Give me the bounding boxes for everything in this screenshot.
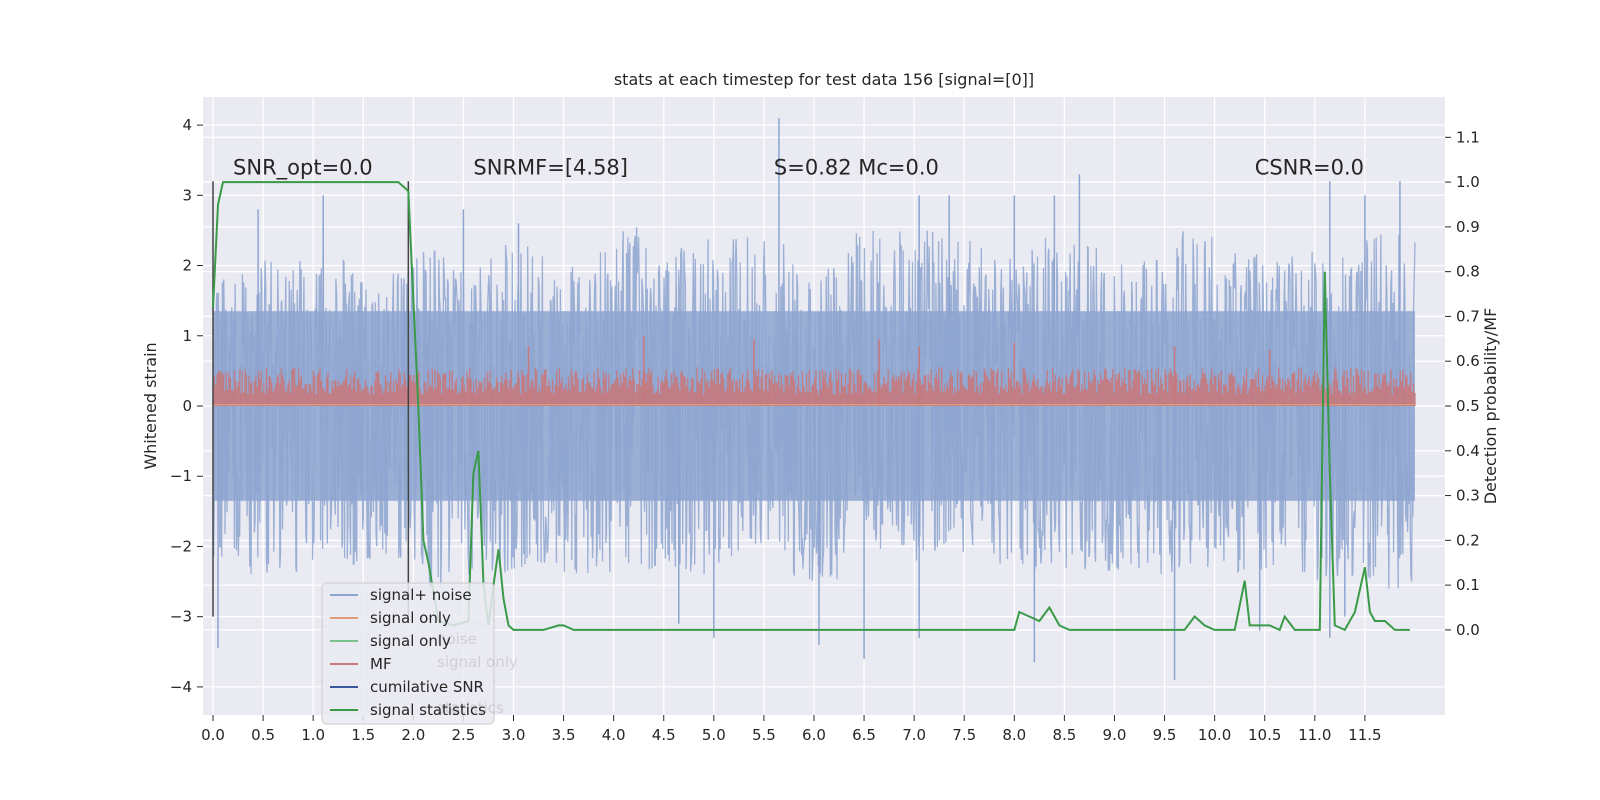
y-axis-right-label: Detection probability/MF	[1481, 308, 1500, 505]
legend-label: cumilative SNR	[370, 678, 484, 696]
y-axis-left-label: Whitened strain	[141, 342, 160, 469]
x-tick-label: 6.5	[852, 726, 876, 744]
legend-label: signal only	[370, 609, 451, 627]
y-left-tick-label: 0	[182, 397, 192, 415]
y-left-tick-label: 2	[182, 257, 192, 275]
legend-box	[321, 582, 495, 725]
y-right-tick-label: 0.9	[1456, 218, 1480, 236]
x-tick-label: 8.0	[1002, 726, 1026, 744]
y-left-tick-label: −1	[170, 467, 192, 485]
annotations: SNR_opt=0.0 SNRMF=[4.58] S=0.82 Mc=0.0 CSNR…	[233, 155, 1364, 180]
x-tick-label: 0.0	[201, 726, 225, 744]
y-right-tick-label: 0.6	[1456, 352, 1480, 370]
y-right-tick-label: 0.0	[1456, 621, 1480, 639]
y-right-tick-label: 1.0	[1456, 173, 1480, 191]
y-right-tick-label: 0.3	[1456, 487, 1480, 505]
x-tick-label: 2.5	[451, 726, 475, 744]
y-left-tick-label: 3	[182, 186, 192, 204]
x-tick-label: 7.0	[902, 726, 926, 744]
x-tick-label: 11.0	[1298, 726, 1331, 744]
y-right-tick-label: 0.8	[1456, 263, 1480, 281]
vertical-lines	[212, 181, 410, 617]
x-tick-label: 5.0	[702, 726, 726, 744]
annotation: S=0.82 Mc=0.0	[774, 155, 939, 179]
x-tick-label: 4.0	[602, 726, 626, 744]
y-axis-right: 0.0 0.1 0.2 0.3 0.4 0.5 0.6 0.7 0.8 0.9 1.0 1.1	[1445, 128, 1480, 639]
x-tick-label: 10.5	[1248, 726, 1281, 744]
legend-label: signal statistics	[370, 701, 486, 719]
x-tick-label: 3.0	[502, 726, 526, 744]
x-tick-label: 1.5	[351, 726, 375, 744]
x-tick-label: 7.5	[952, 726, 976, 744]
x-tick-label: 11.5	[1348, 726, 1381, 744]
legend-ghost-label: signal only	[437, 653, 518, 671]
x-axis: 0.0 0.5 1.0 1.5 2.0 2.5 3.0 3.5 4.0 4.5 5.0 5.5 6.0 6…	[201, 715, 1382, 744]
y-left-tick-label: −2	[170, 537, 192, 555]
x-tick-label: 9.5	[1153, 726, 1177, 744]
annotation: SNRMF=[4.58]	[473, 155, 628, 179]
signal-statistics-line	[212, 181, 1410, 632]
y-right-tick-label: 1.1	[1456, 128, 1480, 146]
series-mf	[212, 335, 1416, 406]
legend-ghost-label: statistics	[437, 699, 504, 717]
legend-label: signal+ noise	[370, 586, 472, 604]
x-tick-label: 2.0	[401, 726, 425, 744]
x-tick-label: 10.0	[1198, 726, 1231, 744]
series-signal-statistics	[212, 181, 1410, 632]
x-tick-label: 6.0	[802, 726, 826, 744]
y-left-tick-label: −4	[170, 678, 192, 696]
legend-label: MF	[370, 655, 392, 673]
legend-label: signal only	[370, 632, 451, 650]
y-right-tick-label: 0.7	[1456, 307, 1480, 325]
y-right-tick-label: 0.1	[1456, 576, 1480, 594]
y-left-tick-label: 1	[182, 327, 192, 345]
y-right-tick-label: 0.4	[1456, 442, 1480, 460]
legend-ghost-label: noise	[437, 630, 477, 648]
y-left-tick-label: 4	[182, 116, 192, 134]
x-tick-label: 3.5	[552, 726, 576, 744]
y-right-tick-label: 0.5	[1456, 397, 1480, 415]
x-tick-label: 9.0	[1103, 726, 1127, 744]
x-tick-label: 4.5	[652, 726, 676, 744]
y-right-tick-label: 0.2	[1456, 531, 1480, 549]
x-tick-label: 8.5	[1052, 726, 1076, 744]
x-tick-label: 5.5	[752, 726, 776, 744]
annotation: CSNR=0.0	[1255, 155, 1364, 179]
y-left-tick-label: −3	[170, 608, 192, 626]
x-tick-label: 0.5	[251, 726, 275, 744]
x-tick-label: 1.0	[301, 726, 325, 744]
chart-title: stats at each timestep for test data 156…	[614, 70, 1034, 89]
y-axis-left: −4 −3 −2 −1 0 1 2 3 4	[170, 116, 203, 696]
annotation: SNR_opt=0.0	[233, 155, 373, 180]
